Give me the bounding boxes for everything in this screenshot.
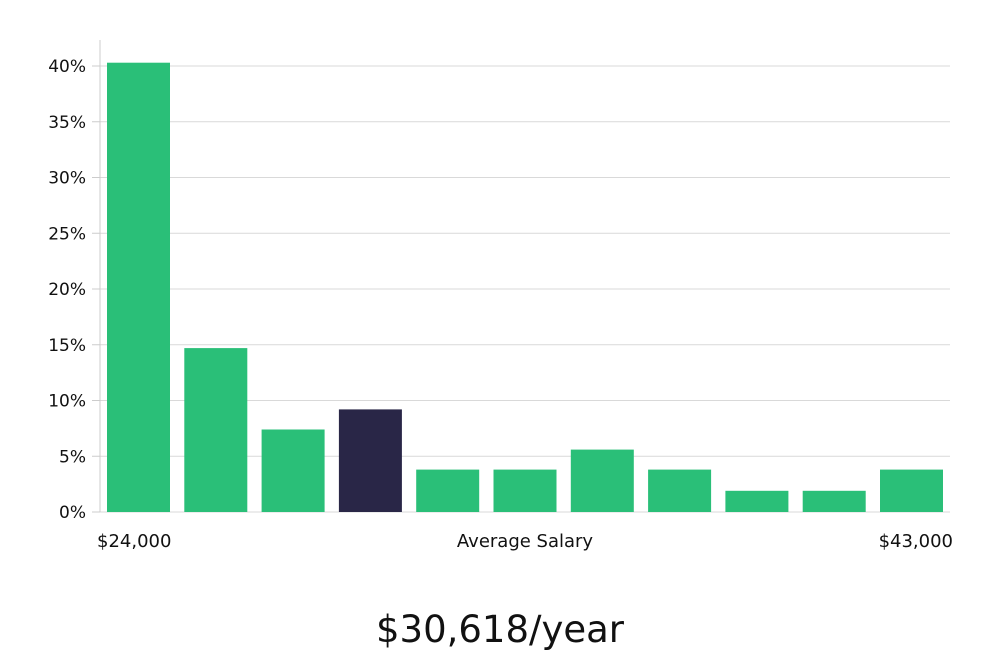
y-tick-labels: 0% 5% 10% 15% 20% 25% 30% 35% 40%	[48, 57, 86, 523]
y-tick-label: 25%	[48, 224, 86, 244]
bar	[725, 490, 789, 512]
y-tick-label: 20%	[48, 280, 86, 300]
y-tick-label: 30%	[48, 169, 86, 189]
y-tick-label: 10%	[48, 392, 86, 412]
bar	[802, 490, 866, 512]
bar	[416, 469, 480, 512]
x-axis-title: Average Salary	[457, 531, 594, 552]
bar	[880, 469, 943, 512]
y-tick-label: 40%	[48, 57, 86, 77]
bar	[570, 449, 634, 512]
salary-distribution-chart: 0% 5% 10% 15% 20% 25% 30% 35% 40% $24,000 Averag…	[48, 40, 953, 552]
x-end-label: $43,000	[879, 531, 953, 552]
bar	[184, 348, 248, 512]
x-start-label: $24,000	[97, 531, 171, 552]
y-tick-label: 15%	[48, 336, 86, 356]
bar-highlighted	[338, 409, 402, 512]
bar	[493, 469, 557, 512]
y-tick-label: 35%	[48, 113, 86, 133]
average-salary-value: $30,618/year	[375, 608, 624, 651]
y-tick-label: 5%	[59, 447, 86, 467]
y-tick-label: 0%	[59, 503, 86, 523]
bars	[107, 62, 943, 512]
bar	[261, 429, 325, 512]
x-axis-labels: $24,000 Average Salary $43,000	[97, 531, 953, 552]
bar	[648, 469, 712, 512]
bar	[107, 62, 170, 512]
